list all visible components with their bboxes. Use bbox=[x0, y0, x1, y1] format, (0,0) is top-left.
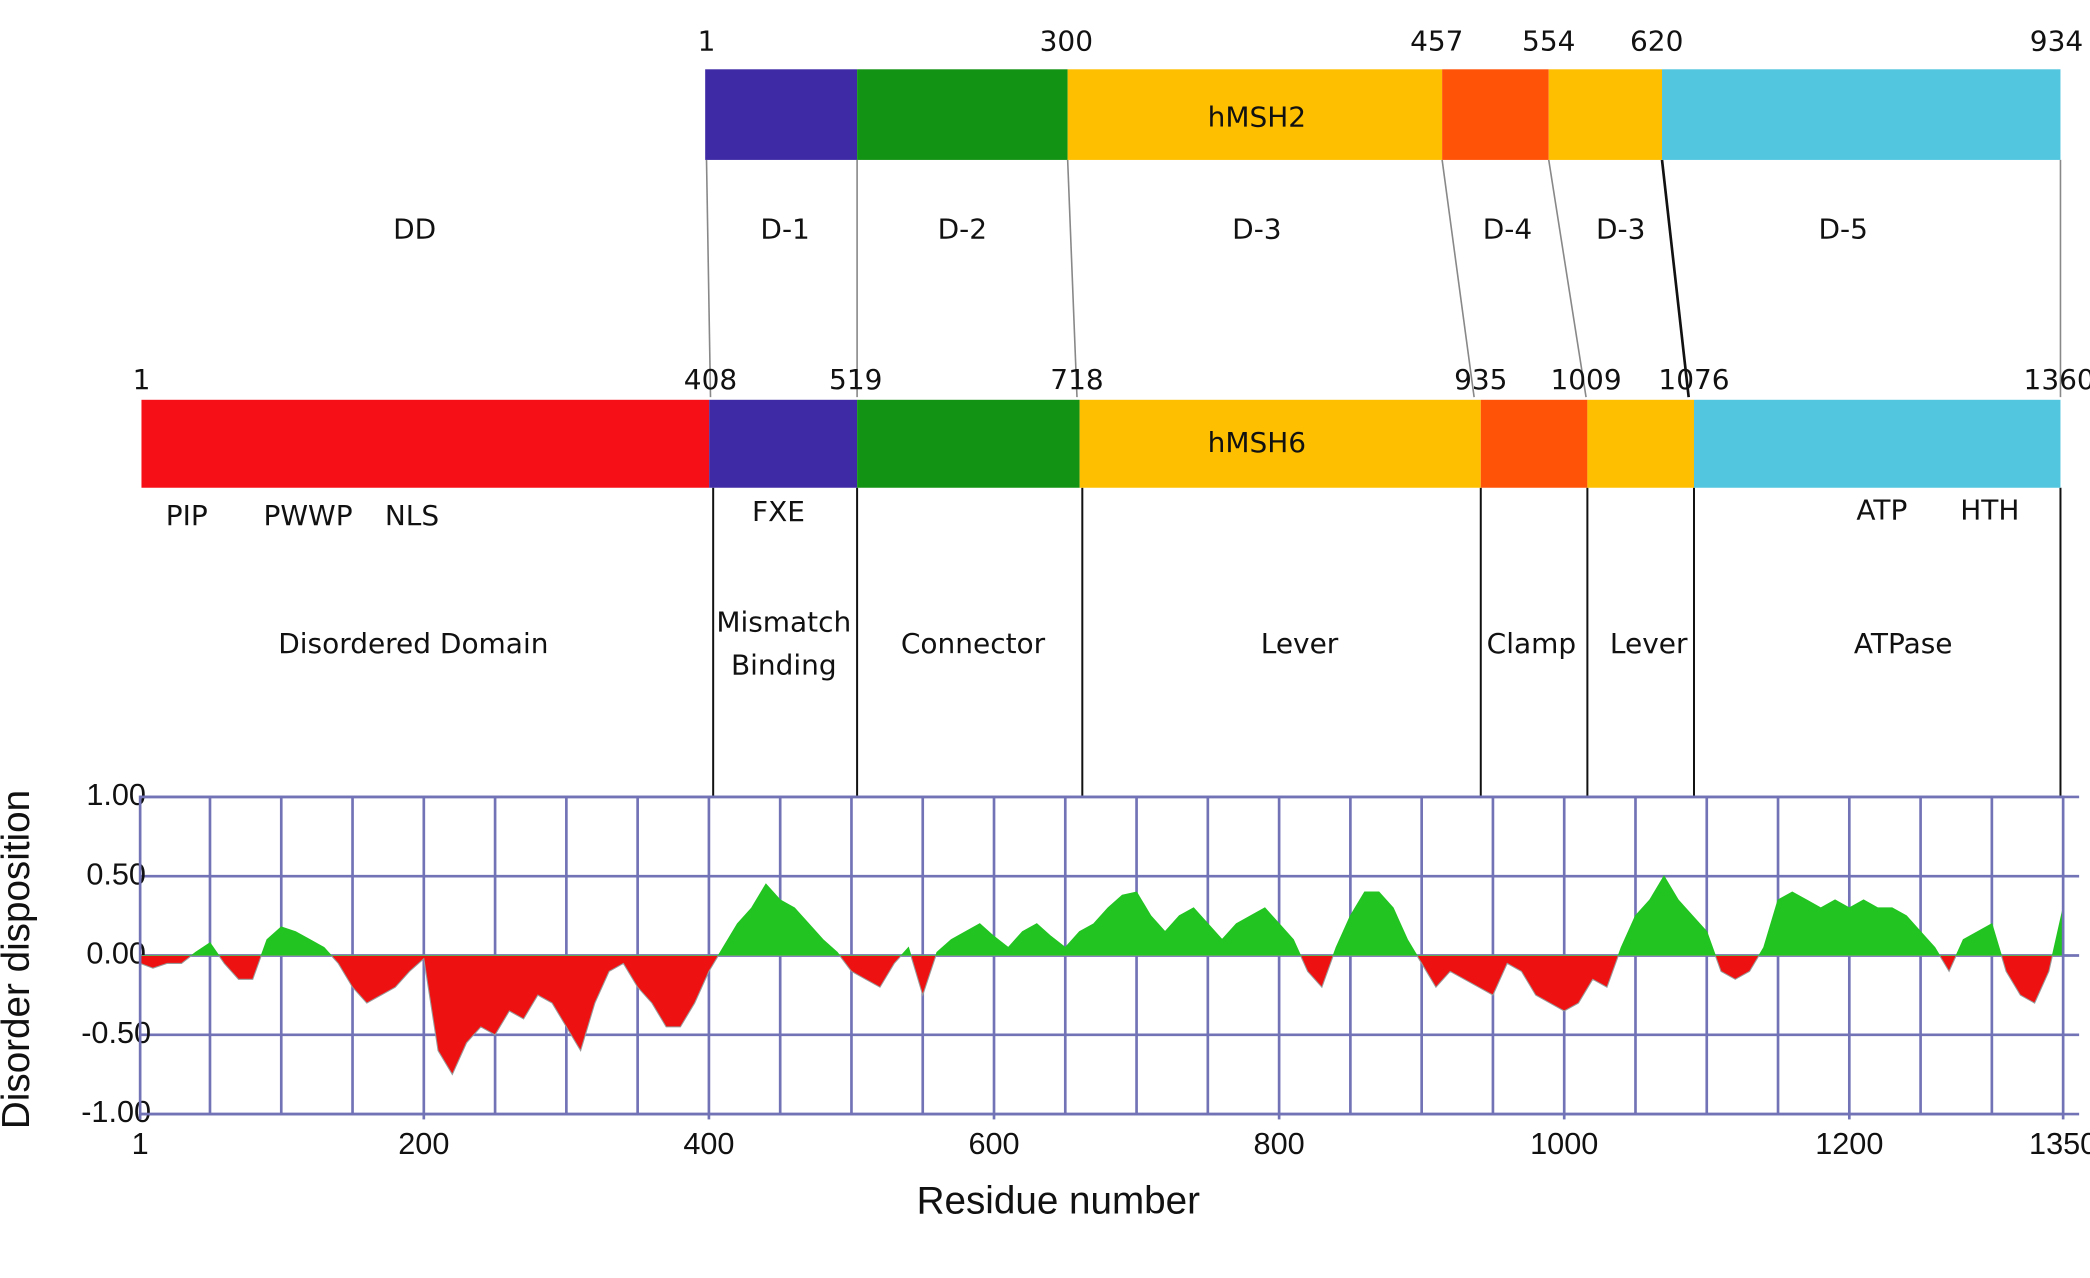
motif-label: HTH bbox=[1960, 494, 2019, 527]
domain-label: D-5 bbox=[1819, 213, 1868, 246]
y-tick-label: 1.00 bbox=[86, 778, 146, 812]
residue-label: 718 bbox=[1050, 363, 1103, 396]
domain-segment bbox=[1067, 69, 1443, 160]
protein-name: hMSH2 bbox=[1208, 101, 1306, 134]
domain-label: D-3 bbox=[1596, 213, 1645, 246]
residue-label: 620 bbox=[1630, 25, 1683, 58]
y-tick-label: 0.00 bbox=[86, 937, 146, 971]
domain-segment bbox=[1548, 69, 1663, 160]
region-label: Disordered Domain bbox=[278, 627, 548, 660]
x-tick-label: 200 bbox=[398, 1127, 449, 1161]
domain-segment bbox=[709, 399, 858, 488]
disorder-area-positive bbox=[139, 875, 2064, 956]
residue-label: 408 bbox=[684, 363, 737, 396]
residue-label: 1360 bbox=[2024, 363, 2090, 396]
domain-label: D-1 bbox=[760, 213, 809, 246]
region-label: Lever bbox=[1610, 627, 1688, 660]
connector bbox=[1660, 159, 1690, 398]
residue-label: 457 bbox=[1410, 25, 1463, 58]
domain-label: D-2 bbox=[938, 213, 987, 246]
residue-label: 1076 bbox=[1658, 363, 1729, 396]
connectors bbox=[705, 159, 2062, 398]
domain-label: DD bbox=[393, 213, 436, 246]
domain-segment bbox=[141, 399, 710, 488]
y-axis-title: Disorder disposition bbox=[0, 790, 38, 1129]
x-tick-label: 400 bbox=[683, 1127, 734, 1161]
domain-segment bbox=[1079, 399, 1481, 488]
plot-frame bbox=[138, 795, 2065, 1116]
domain-segment bbox=[1480, 399, 1588, 488]
residue-label: 1 bbox=[698, 25, 716, 58]
connector bbox=[1066, 159, 1078, 398]
residue-label: 1009 bbox=[1550, 363, 1621, 396]
domain-segment bbox=[857, 399, 1080, 488]
disorder-area-negative bbox=[139, 955, 2064, 1076]
x-tick-label: 1200 bbox=[1815, 1127, 1883, 1161]
x-axis-title: Residue number bbox=[917, 1180, 1201, 1223]
y-tick-label: 0.50 bbox=[86, 857, 146, 891]
x-tick-label: 600 bbox=[968, 1127, 1019, 1161]
domain-segment bbox=[705, 69, 858, 160]
protein-name: hMSH6 bbox=[1208, 426, 1306, 459]
domain-label: D-4 bbox=[1483, 213, 1532, 246]
motif-label: PIP bbox=[166, 499, 208, 532]
motif-label: PWWP bbox=[264, 499, 353, 532]
residue-label: 1 bbox=[133, 363, 151, 396]
motif-label: NLS bbox=[385, 499, 439, 532]
region-label: Clamp bbox=[1487, 627, 1576, 660]
region-label: Binding bbox=[731, 648, 837, 681]
region-label: Connector bbox=[901, 627, 1046, 660]
residue-label: 935 bbox=[1454, 363, 1507, 396]
region-label: ATPase bbox=[1854, 627, 1953, 660]
region-label: Mismatch bbox=[716, 606, 851, 639]
x-tick-label: 800 bbox=[1254, 1127, 1305, 1161]
domain-segment bbox=[1662, 69, 2061, 160]
x-tick-label: 1 bbox=[132, 1127, 149, 1161]
connector bbox=[1547, 159, 1587, 398]
region-dividers bbox=[712, 487, 2062, 797]
x-tick-label: 1000 bbox=[1530, 1127, 1598, 1161]
domain-segment bbox=[1587, 399, 1694, 488]
domain-segment bbox=[1693, 399, 2061, 488]
residue-label: 300 bbox=[1040, 25, 1093, 58]
domain-segment bbox=[857, 69, 1068, 160]
connector bbox=[705, 159, 712, 398]
region-label: Lever bbox=[1261, 627, 1339, 660]
domain-label: D-3 bbox=[1232, 213, 1281, 246]
motif-label: FXE bbox=[752, 495, 805, 528]
residue-label: 519 bbox=[829, 363, 882, 396]
connector bbox=[1441, 159, 1475, 398]
motif-label: ATP bbox=[1856, 494, 1907, 527]
domain-segment bbox=[1442, 69, 1549, 160]
x-tick-label: 1350 bbox=[2029, 1127, 2090, 1161]
residue-label: 554 bbox=[1522, 25, 1575, 58]
residue-label: 934 bbox=[2030, 25, 2083, 58]
